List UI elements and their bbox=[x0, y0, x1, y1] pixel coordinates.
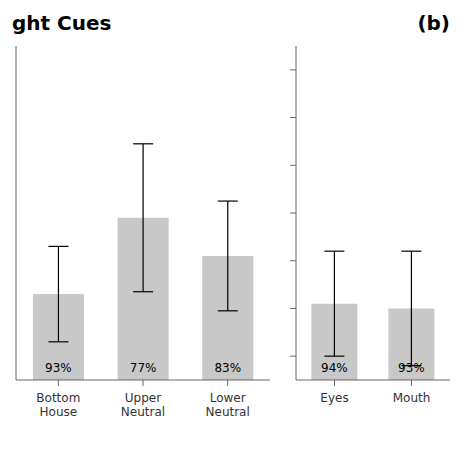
svg-text:LowerNeutral: LowerNeutral bbox=[206, 391, 250, 419]
svg-text:77%: 77% bbox=[130, 361, 157, 375]
svg-text:94%: 94% bbox=[321, 361, 348, 375]
svg-text:93%: 93% bbox=[398, 361, 425, 375]
svg-text:93%: 93% bbox=[45, 361, 72, 375]
html-text:(b): (b) bbox=[417, 11, 450, 35]
svg-text:BottomHouse: BottomHouse bbox=[36, 391, 80, 419]
html-text:ght Cues: ght Cues bbox=[12, 11, 112, 35]
svg-text:83%: 83% bbox=[214, 361, 241, 375]
svg-text:Mouth: Mouth bbox=[393, 391, 431, 405]
svg-text:UpperNeutral: UpperNeutral bbox=[121, 391, 165, 419]
svg-text:Eyes: Eyes bbox=[320, 391, 348, 405]
